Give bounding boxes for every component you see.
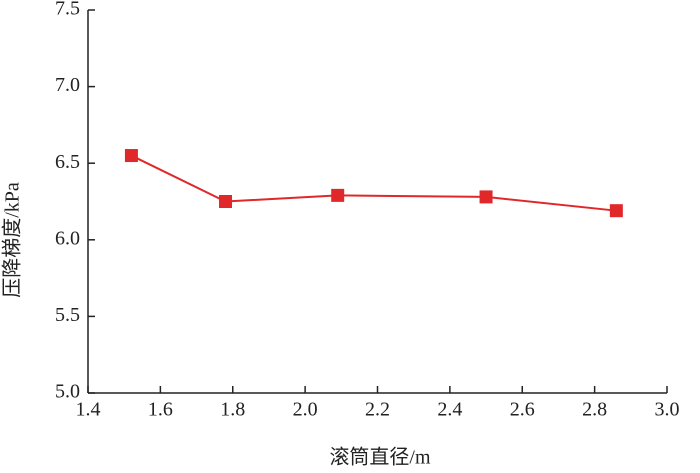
x-tick-label: 3.0 (655, 399, 680, 421)
x-tick-label: 2.4 (437, 399, 462, 421)
y-tick-label: 6.0 (55, 227, 80, 249)
x-tick-label: 2.6 (510, 399, 535, 421)
y-tick-label: 5.5 (55, 304, 80, 326)
x-tick-label: 1.4 (76, 399, 101, 421)
x-tick-label: 2.2 (365, 399, 390, 421)
marker (124, 149, 138, 163)
x-tick-label: 1.8 (220, 399, 245, 421)
marker (219, 195, 233, 208)
y-axis-label: 压降梯度/kPa (1, 182, 24, 298)
x-tick-label: 2.8 (582, 399, 607, 421)
y-tick-label: 7.5 (55, 0, 80, 20)
series-line (130, 154, 617, 212)
x-tick-label: 1.6 (148, 399, 173, 421)
x-tick-label: 2.0 (293, 399, 318, 421)
marker (479, 190, 493, 204)
y-tick-label: 6.5 (55, 151, 80, 173)
y-tick-label: 5.0 (55, 381, 80, 403)
marker (331, 188, 345, 202)
x-axis-label: 滚筒直径/m (329, 446, 431, 469)
y-tick-label: 7.0 (55, 74, 80, 96)
marker (609, 204, 623, 218)
